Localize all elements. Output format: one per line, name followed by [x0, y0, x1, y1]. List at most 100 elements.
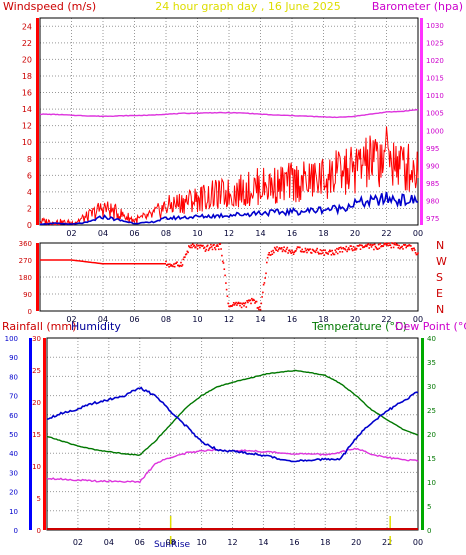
- direction-point: [320, 252, 322, 255]
- direction-point: [401, 245, 403, 248]
- direction-point: [293, 251, 296, 254]
- direction-point: [348, 248, 351, 251]
- direction-point: [340, 246, 342, 249]
- direction-point: [236, 304, 238, 306]
- direction-point: [203, 247, 205, 250]
- windspeed-y-tick-label: 2: [27, 204, 32, 213]
- direction-point: [358, 245, 360, 247]
- temperature-series-line: [46, 369, 419, 457]
- direction-point: [366, 245, 368, 248]
- direction-point: [289, 250, 292, 253]
- direction-point: [410, 248, 413, 250]
- direction-point: [286, 246, 289, 249]
- direction-point: [238, 302, 240, 305]
- direction-point: [365, 244, 367, 246]
- direction-point: [368, 247, 370, 249]
- direction-point: [224, 274, 226, 277]
- direction-point: [388, 242, 390, 244]
- humidity-y-tick-label: 50: [9, 431, 18, 439]
- direction-point: [378, 247, 381, 250]
- direction-point: [235, 301, 237, 304]
- direction-point: [340, 247, 343, 250]
- direction-y-tick-label: 0: [28, 308, 32, 316]
- direction-point: [274, 248, 277, 250]
- direction-point: [298, 246, 300, 249]
- compass-label-n-top: N: [436, 239, 444, 252]
- direction-point: [269, 254, 272, 256]
- direction-point: [389, 244, 392, 246]
- direction-point: [167, 263, 170, 266]
- direction-point: [182, 258, 185, 261]
- direction-point: [265, 272, 267, 275]
- climate-x-tick-label: 12: [227, 538, 237, 547]
- climate-x-tick-label: 10: [196, 538, 206, 547]
- direction-point: [199, 246, 201, 249]
- climate-x-tick-label: 02: [73, 538, 83, 547]
- direction-point: [383, 243, 385, 246]
- direction-point: [355, 247, 358, 250]
- temperature-y-tick-label: 0: [427, 527, 431, 535]
- direction-point: [321, 252, 324, 254]
- rainfall-y-tick-label: 20: [32, 399, 41, 407]
- wind-plot-frame: [39, 17, 419, 226]
- direction-point: [249, 299, 252, 301]
- direction-point: [251, 299, 254, 302]
- temperature-y-tick-label: 40: [427, 335, 436, 343]
- direction-point: [280, 248, 282, 250]
- direction-point: [366, 243, 369, 246]
- barometer-y-tick-label: 1020: [426, 57, 444, 65]
- direction-point: [382, 245, 385, 247]
- rainfall-y-tick-label: 0: [37, 527, 41, 535]
- direction-point: [268, 252, 270, 254]
- direction-point: [330, 254, 333, 256]
- direction-point: [173, 263, 175, 265]
- windspeed-y-tick-label: 16: [22, 89, 32, 98]
- direction-point: [189, 246, 192, 249]
- direction-point: [176, 261, 178, 263]
- direction-point: [202, 244, 204, 247]
- direction-point: [373, 243, 376, 246]
- wind-x-tick-label: 08: [161, 229, 171, 238]
- temperature-axis-title: Temperature (°C): [311, 320, 407, 333]
- direction-point: [361, 244, 363, 247]
- direction-point: [344, 247, 346, 250]
- direction-point: [253, 299, 255, 302]
- direction-point: [414, 249, 416, 251]
- direction-point: [305, 249, 307, 252]
- direction-point: [198, 244, 200, 247]
- direction-point: [323, 254, 326, 256]
- direction-point: [190, 244, 192, 247]
- direction-point: [304, 247, 307, 250]
- wind-x-tick-label: 02: [66, 229, 76, 238]
- sunrise-label: SunRise: [154, 540, 191, 550]
- direction-point: [410, 245, 412, 247]
- direction-point: [299, 246, 301, 249]
- humidity-y-tick-label: 70: [9, 393, 18, 401]
- direction-point: [397, 247, 400, 249]
- direction-point: [206, 244, 209, 247]
- direction-y-tick-label: 270: [19, 257, 32, 265]
- direction-point: [243, 305, 245, 307]
- direction-point: [177, 264, 180, 267]
- direction-point: [246, 300, 248, 302]
- barometer-y-tick-label: 1010: [426, 92, 444, 100]
- direction-point: [398, 244, 400, 247]
- direction-point: [195, 244, 198, 246]
- direction-point: [271, 253, 274, 255]
- direction-point: [187, 251, 189, 254]
- temperature-y-tick-label: 10: [427, 479, 436, 487]
- direction-point: [215, 245, 218, 247]
- direction-point: [218, 248, 220, 251]
- direction-point: [329, 249, 331, 252]
- climate-x-tick-label: 00: [413, 538, 423, 547]
- humidity-y-tick-label: 30: [9, 469, 18, 477]
- direction-point: [417, 252, 419, 254]
- direction-point: [341, 251, 344, 253]
- direction-point: [192, 243, 194, 245]
- direction-point: [188, 245, 190, 247]
- direction-point: [172, 265, 174, 268]
- direction-point: [231, 305, 233, 307]
- direction-point: [180, 265, 183, 267]
- wind-x-tick-label: 04: [98, 229, 108, 238]
